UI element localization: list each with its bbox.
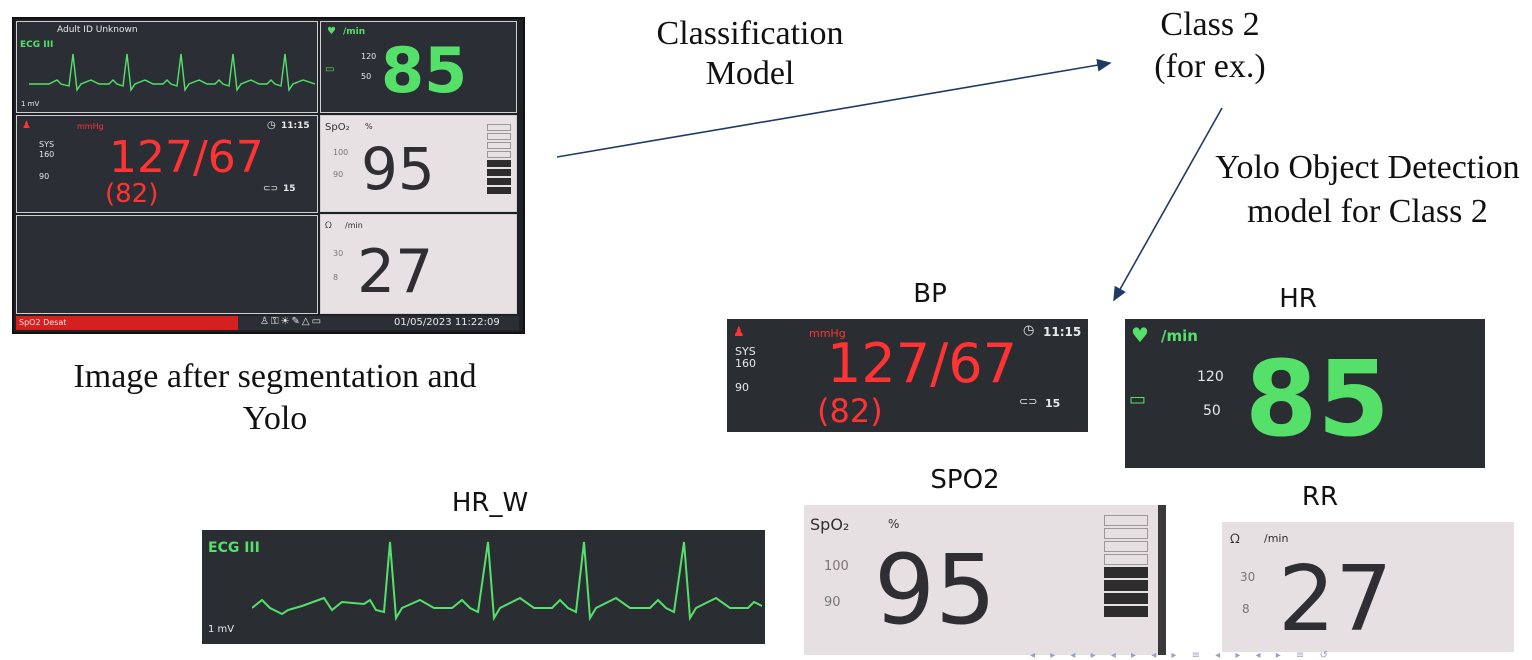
status-icons: ♙⚿☀✎△▭ bbox=[260, 316, 324, 327]
image-caption: Image after segmentation and Yolo bbox=[73, 358, 477, 437]
rr-crop-low: 8 bbox=[1242, 602, 1250, 616]
spo2-label: SpO₂ bbox=[325, 122, 350, 133]
rr-low-limit: 8 bbox=[333, 273, 339, 282]
ecg-waveform bbox=[29, 53, 315, 92]
rr-crop-label: RR bbox=[1301, 482, 1339, 512]
bp-crop-mean: (82) bbox=[817, 392, 883, 430]
spo2-signal-bars bbox=[1104, 515, 1148, 617]
bp-low-limit: 90 bbox=[39, 172, 50, 181]
hr-crop-label: HR bbox=[1279, 284, 1317, 314]
lungs-icon: ᘯ bbox=[325, 221, 332, 231]
bp-value: 127/67 bbox=[109, 132, 264, 183]
bp-cuff-icon: ♟ bbox=[22, 120, 31, 131]
interval-icon: ⊂⊃ bbox=[1019, 395, 1038, 408]
bp-crop-unit: mmHg bbox=[809, 327, 846, 340]
spo2-crop-unit: % bbox=[888, 517, 900, 531]
spo2-panel: SpO₂ % 100 90 95 bbox=[320, 115, 517, 212]
hr-crop-high: 120 bbox=[1197, 369, 1224, 385]
bp-unit: mmHg bbox=[77, 122, 104, 131]
spo2-crop-high: 100 bbox=[824, 559, 849, 574]
interval-icon: ⊂⊃ bbox=[263, 184, 279, 194]
hr-value: 85 bbox=[381, 34, 468, 107]
hr-w-lead: ECG III bbox=[208, 540, 260, 556]
spo2-crop-label: SpO₂ bbox=[810, 515, 850, 534]
rr-panel: ᘯ /min 30 8 27 bbox=[320, 214, 517, 314]
bp-crop-low: 90 bbox=[735, 381, 749, 394]
hr-crop-unit: /min bbox=[1161, 327, 1198, 345]
classification-model-label: Classification Model bbox=[656, 15, 844, 92]
hr-crop-low: 50 bbox=[1203, 403, 1221, 419]
bp-crop-label: BP bbox=[913, 279, 947, 309]
lungs-icon: ᘯ bbox=[1230, 532, 1240, 547]
bp-crop-high: 160 bbox=[735, 357, 756, 370]
hr-high-limit: 120 bbox=[361, 52, 377, 61]
hr-w-crop: ECG III 1 mV bbox=[202, 530, 765, 644]
hr-crop-value: 85 bbox=[1245, 338, 1390, 460]
bp-time: 11:15 bbox=[281, 121, 310, 131]
bp-high-limit: 160 bbox=[39, 150, 55, 159]
alarm-text: SpO2 Desat bbox=[19, 318, 67, 327]
rr-crop-high: 30 bbox=[1240, 570, 1256, 584]
bp-cuff-icon: ♟ bbox=[733, 325, 745, 340]
ecg-scale: 1 mV bbox=[21, 100, 40, 108]
bp-crop-time: 11:15 bbox=[1043, 325, 1082, 339]
alarm-bar: SpO2 Desat bbox=[16, 316, 238, 330]
bp-crop-interval: 15 bbox=[1045, 397, 1061, 410]
bp-interval: 15 bbox=[283, 184, 296, 194]
spo2-crop-low: 90 bbox=[824, 595, 841, 610]
spo2-crop-label: SPO2 bbox=[930, 465, 1000, 495]
hr-panel: ♥ /min 120 50 ▭ 85 bbox=[320, 21, 517, 113]
class-result-label: Class 2 (for ex.) bbox=[1154, 6, 1266, 85]
spo2-crop-value: 95 bbox=[874, 534, 997, 646]
ecg-panel: Adult ID Unknown ECG III 1 mV bbox=[16, 21, 318, 113]
pacer-icon: ▭ bbox=[325, 64, 335, 75]
bp-mean: (82) bbox=[105, 179, 159, 209]
clock-icon: ◷ bbox=[267, 120, 276, 131]
status-bar: SpO2 Desat ♙⚿☀✎△▭ 01/05/2023 11:22:09 bbox=[16, 316, 519, 330]
pacer-icon: ▭ bbox=[1129, 389, 1147, 410]
hr-low-limit: 50 bbox=[361, 72, 372, 81]
bp-sys-label: SYS bbox=[39, 140, 55, 149]
spo2-low-limit: 90 bbox=[333, 170, 344, 179]
clock-icon: ◷ bbox=[1023, 323, 1035, 338]
patient-monitor-image: Adult ID Unknown ECG III 1 mV ♥ /min 120… bbox=[12, 17, 525, 334]
spo2-high-limit: 100 bbox=[333, 148, 349, 157]
rr-unit: /min bbox=[345, 221, 363, 230]
hr-crop: ♥ /min 120 50 ▭ 85 bbox=[1125, 319, 1485, 468]
spo2-value: 95 bbox=[361, 135, 435, 203]
hr-w-crop-label: HR_W bbox=[451, 488, 529, 518]
empty-panel bbox=[16, 215, 318, 314]
rr-crop-value: 27 bbox=[1278, 547, 1393, 652]
rr-high-limit: 30 bbox=[333, 249, 344, 258]
arrow-to-class bbox=[556, 58, 1112, 158]
spo2-signal-bars bbox=[487, 124, 511, 194]
rr-crop-unit: /min bbox=[1264, 532, 1289, 545]
spo2-unit: % bbox=[365, 122, 373, 131]
ecg-waveform bbox=[252, 541, 762, 622]
slide-nav-controls[interactable]: ◂ ▸ ◂ ▸ ◂ ▸ ◂ ▸ ≡ ◂ ▸ ◂ ▸ ≡ ↺ bbox=[1030, 650, 1334, 660]
bp-panel: ♟ mmHg ◷ 11:15 SYS 160 90 127/67 (82) ⊂⊃… bbox=[16, 115, 318, 213]
yolo-model-label: Yolo Object Detection model for Class 2 bbox=[1215, 149, 1520, 230]
bp-crop-sys: SYS bbox=[735, 345, 756, 358]
rr-crop: ᘯ /min 30 8 27 bbox=[1222, 522, 1514, 652]
ecg-lead-label: ECG III bbox=[20, 40, 54, 50]
arrow-to-detections bbox=[1113, 107, 1223, 302]
spo2-crop: SpO₂ % 100 90 95 bbox=[804, 505, 1166, 655]
datetime: 01/05/2023 11:22:09 bbox=[394, 317, 500, 328]
patient-label: Adult ID Unknown bbox=[57, 25, 138, 35]
hr-w-scale: 1 mV bbox=[208, 624, 235, 635]
heart-icon: ♥ bbox=[1131, 323, 1149, 347]
bp-crop-value: 127/67 bbox=[827, 332, 1017, 395]
bp-crop: ♟ mmHg ◷ 11:15 SYS 160 90 127/67 (82) ⊂⊃… bbox=[727, 319, 1088, 432]
rr-value: 27 bbox=[357, 237, 434, 307]
hr-unit: /min bbox=[343, 27, 366, 37]
heart-icon: ♥ bbox=[327, 26, 336, 37]
